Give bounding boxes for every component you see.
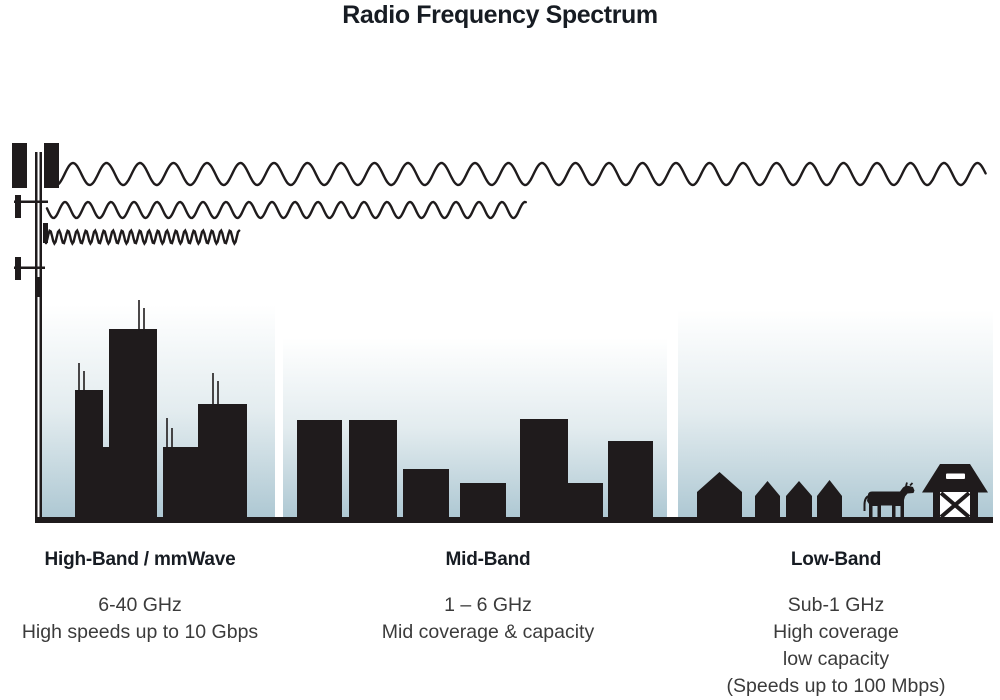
- tower-crossarm: [14, 266, 45, 269]
- building: [103, 447, 109, 519]
- building: [297, 420, 342, 519]
- medium-wavelength-wave: [45, 200, 527, 220]
- building: [608, 441, 653, 519]
- tower-mast: [35, 152, 38, 521]
- building: [109, 329, 157, 519]
- page-title: Radio Frequency Spectrum: [342, 1, 658, 29]
- tower-antenna-panel: [44, 143, 59, 188]
- band-frequency-low: Sub-1 GHz: [787, 594, 885, 616]
- tower-antenna-panel: [43, 223, 48, 243]
- band-label-low-band: Low-Band Sub-1 GHz High coverage low cap…: [727, 549, 946, 700]
- short-wavelength-wave: [44, 228, 241, 246]
- band-label-high-band: High-Band / mmWave 6-40 GHz High speeds …: [22, 549, 258, 646]
- tower-antenna-panel: [15, 257, 21, 280]
- tower-antenna-panel: [37, 277, 42, 297]
- cow-tail: [863, 495, 870, 511]
- band-label-mid-band: Mid-Band 1 – 6 GHz Mid coverage & capaci…: [382, 549, 594, 646]
- band-title-low: Low-Band: [790, 549, 882, 570]
- radio-waves: [44, 161, 987, 246]
- tower-antenna-panel: [15, 195, 21, 218]
- band-title-mid: Mid-Band: [445, 549, 531, 570]
- tower-antenna-panel: [12, 143, 27, 188]
- house-icon: [697, 472, 742, 519]
- band-description-low-1: High coverage: [773, 621, 899, 643]
- band-frequency-mid: 1 – 6 GHz: [444, 594, 532, 616]
- building: [460, 483, 506, 519]
- house-icon: [786, 481, 812, 519]
- building: [163, 447, 198, 519]
- tower-crossarm: [14, 200, 48, 203]
- barn-loft-window: [946, 473, 965, 479]
- ground-bar: [35, 517, 993, 523]
- long-wavelength-wave: [56, 161, 987, 187]
- cell-tower-icon: [12, 143, 59, 521]
- barn-icon: [922, 464, 988, 519]
- house-icon: [755, 481, 780, 519]
- building: [520, 419, 568, 519]
- building: [568, 483, 603, 519]
- band-title-high: High-Band / mmWave: [44, 549, 236, 570]
- building: [403, 469, 449, 519]
- band-description-mid: Mid coverage & capacity: [381, 621, 595, 643]
- building: [198, 404, 247, 519]
- barn-door-cross-braces: [939, 491, 971, 519]
- building: [75, 390, 103, 519]
- band-description-low-2: low capacity: [782, 648, 890, 670]
- cow-horns: [905, 482, 914, 487]
- low-band-houses: [697, 472, 842, 519]
- ground-line: [35, 517, 993, 523]
- house-icon: [817, 480, 842, 519]
- cow-icon: [863, 482, 915, 518]
- tower-mast: [39, 152, 42, 521]
- high-band-city: [75, 300, 247, 519]
- mid-band-city: [297, 419, 653, 519]
- band-description-high: High speeds up to 10 Gbps: [21, 621, 259, 643]
- band-frequency-high: 6-40 GHz: [98, 594, 182, 616]
- band-description-low-3: (Speeds up to 100 Mbps): [726, 675, 946, 697]
- building: [349, 420, 397, 519]
